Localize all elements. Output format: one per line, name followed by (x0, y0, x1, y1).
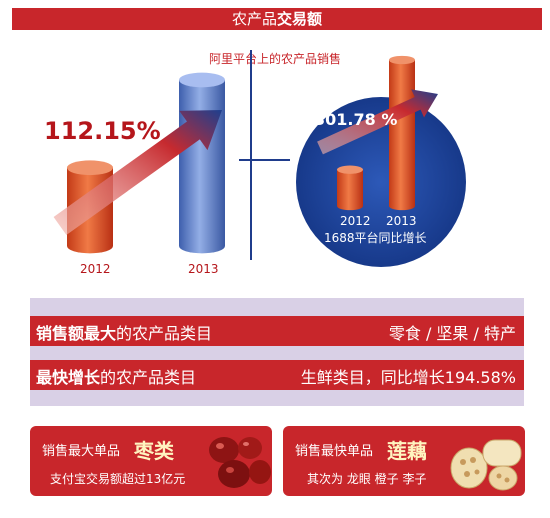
chart2-bar-2013 (389, 55, 415, 211)
chart2-bar-2012 (337, 165, 363, 211)
card-left-sub: 支付宝交易额超过13亿元 (50, 472, 186, 486)
card-left: 销售最大单品 枣类 支付宝交易额超过13亿元 (30, 426, 272, 496)
title-part2: 交易额 (277, 10, 323, 28)
chart1 (53, 72, 225, 254)
jujube-image (209, 437, 271, 488)
lotus-root-image (450, 439, 522, 491)
title-part1: 农产品 (231, 10, 277, 28)
card-right: 销售最快单品 莲藕 其次为 龙眼 橙子 李子 (283, 426, 525, 496)
chart2-growth-arrow (317, 89, 438, 155)
info-row-1: 销售额最大的农产品类目 零食 / 坚果 / 特产 (30, 316, 524, 346)
chart2-title: 阿里平台上的农产品销售 (208, 52, 341, 66)
chart1-label-2012: 2012 (80, 262, 111, 276)
chart2-annotation: 301.78 % (314, 110, 398, 129)
card-right-label: 销售最快单品 (295, 444, 374, 459)
chart2-caption: 1688平台同比增长 (324, 231, 427, 245)
chart1-growth-arrow (53, 110, 222, 235)
card-right-sub: 其次为 龙眼 橙子 李子 (307, 472, 427, 486)
card-right-big: 莲藕 (387, 439, 427, 463)
chart2-label-2012: 2012 (340, 214, 371, 228)
chart2 (317, 55, 438, 211)
info-row1-value: 零食 / 坚果 / 特产 (388, 324, 516, 343)
chart2-label-2013: 2013 (386, 214, 417, 228)
card-left-big: 枣类 (134, 439, 174, 463)
chart1-annotation: 112.15% (44, 117, 161, 145)
chart1-bar-2013 (179, 72, 225, 254)
chart1-label-2013: 2013 (188, 262, 219, 276)
info-row2-label: 最快增长的农产品类目 (36, 368, 197, 387)
title-bar: 农产品交易额 (12, 8, 542, 30)
info-row-2: 最快增长的农产品类目 生鲜类目，同比增长194.58% (30, 360, 524, 390)
card-left-label: 销售最大单品 (42, 444, 121, 459)
info-row1-label: 销售额最大的农产品类目 (36, 324, 213, 343)
charts-svg (53, 50, 466, 267)
info-row2-value: 生鲜类目，同比增长194.58% (300, 368, 516, 387)
